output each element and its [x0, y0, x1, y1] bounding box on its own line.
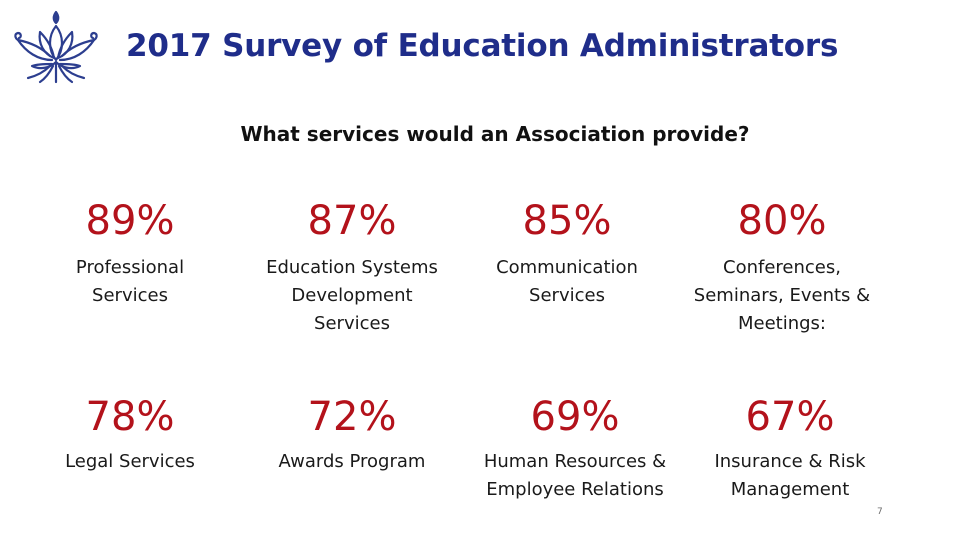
stat-label: Awards Program — [278, 451, 426, 472]
stat-label: Insurance & Risk Management — [714, 451, 866, 500]
stat-item: 78% Legal Services — [20, 394, 240, 476]
stat-percent: 72% — [307, 394, 397, 440]
stat-percent: 89% — [85, 198, 175, 244]
stat-label: Education Systems Development Services — [266, 257, 438, 334]
stat-label: Legal Services — [65, 451, 195, 472]
slide-subtitle: What services would an Association provi… — [240, 122, 750, 146]
stat-percent: 87% — [307, 198, 397, 244]
stat-percent: 69% — [530, 394, 620, 440]
stat-item: 87% Education Systems Development Servic… — [242, 198, 462, 338]
stat-item: 85% Communication Services — [457, 198, 677, 310]
stat-percent: 78% — [85, 394, 175, 440]
lotus-logo-icon — [14, 10, 98, 84]
stat-item: 89% Professional Services — [20, 198, 240, 310]
stat-item: 67% Insurance & Risk Management — [680, 394, 900, 504]
stat-percent: 67% — [745, 394, 835, 440]
stat-label: Professional Services — [75, 257, 185, 306]
stat-percent: 80% — [737, 198, 827, 244]
stat-item: 80% Conferences, Seminars, Events & Meet… — [672, 198, 892, 338]
stat-label: Human Resources & Employee Relations — [483, 451, 667, 500]
page-number: 7 — [877, 507, 883, 517]
stat-label: Conferences, Seminars, Events & Meetings… — [693, 257, 871, 334]
stat-item: 69% Human Resources & Employee Relations — [465, 394, 685, 504]
stat-item: 72% Awards Program — [242, 394, 462, 476]
stat-label: Communication Services — [496, 257, 638, 306]
page-title: 2017 Survey of Education Administrators — [126, 28, 839, 64]
stat-percent: 85% — [522, 198, 612, 244]
